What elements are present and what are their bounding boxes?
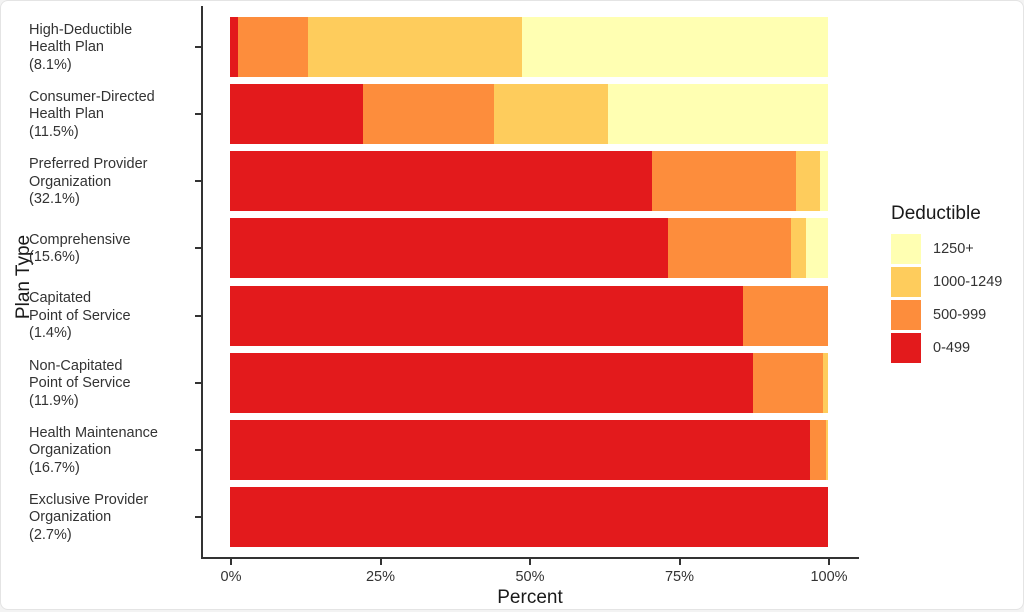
bar-segment-0-499 [230, 84, 364, 145]
x-tick-label: 50% [515, 569, 545, 585]
bar-segment-500-999 [667, 218, 791, 279]
y-tick [195, 247, 201, 250]
bar-segment-0-499 [230, 487, 828, 548]
bar-segment-500-999 [238, 17, 308, 77]
legend-label: 1000-1249 [933, 273, 1003, 290]
legend-swatch [891, 233, 921, 264]
y-tick [195, 113, 201, 116]
y-axis-line [201, 6, 203, 559]
stacked-bar [230, 419, 828, 480]
category-label: Consumer-Directed Health Plan (11.5%) [29, 88, 155, 140]
y-tick [195, 516, 201, 519]
stacked-bar [230, 487, 828, 548]
stacked-bar [230, 285, 828, 346]
bar-segment-500-999 [363, 84, 494, 145]
bar-segment-500-999 [651, 151, 797, 212]
bar-segment-1000-1249 [790, 218, 806, 279]
legend-title: Deductible [891, 203, 981, 224]
bar-segment-0-499 [230, 419, 811, 480]
category-label: Non-Capitated Point of Service (11.9%) [29, 357, 131, 409]
legend-label: 500-999 [933, 306, 987, 323]
legend-item-1250-plus: 1250+ [891, 232, 1002, 265]
legend-swatch [891, 332, 921, 363]
legend-swatch [891, 266, 921, 297]
category-label: Comprehensive (15.6%) [29, 231, 131, 266]
x-tick-label: 0% [220, 569, 242, 585]
x-axis-title: Percent [497, 587, 563, 608]
x-tick [230, 559, 232, 565]
y-tick [195, 46, 201, 48]
bar-segment-1000-1249 [307, 17, 522, 77]
bar-segment-1250+ [805, 218, 828, 279]
bar-segment-1000-1249 [796, 151, 821, 212]
x-tick [828, 559, 830, 565]
bar-segment-500-999 [752, 352, 824, 413]
stacked-bar [230, 17, 828, 77]
bar-segment-1250+ [521, 17, 828, 77]
stacked-bar [230, 84, 828, 145]
bar-segment-0-499 [230, 285, 744, 346]
legend: Deductible 1250+ 1000-1249 500-999 0-499 [891, 203, 1002, 364]
bar-segment-500-999 [810, 419, 827, 480]
category-label: Capitated Point of Service (1.4%) [29, 290, 131, 342]
y-tick [195, 448, 201, 451]
x-tick-label: 25% [365, 569, 396, 585]
x-tick [678, 559, 681, 565]
stacked-bar [230, 352, 828, 413]
legend-item-500-999: 500-999 [891, 298, 1002, 331]
y-tick [195, 381, 201, 384]
legend-item-0-499: 0-499 [891, 331, 1002, 364]
bar-segment-1000-1249 [823, 352, 828, 413]
legend-label: 0-499 [933, 339, 971, 356]
bar-segment-1000-1249 [826, 419, 828, 480]
y-tick [195, 180, 201, 183]
category-label: Preferred Provider Organization (32.1%) [29, 156, 148, 208]
bar-segment-1000-1249 [493, 84, 608, 145]
legend-item-1000-1249: 1000-1249 [891, 265, 1002, 298]
bar-segment-0-499 [230, 352, 753, 413]
y-tick [195, 314, 201, 317]
bar-segment-0-499 [230, 218, 668, 279]
bar-segment-1250+ [820, 151, 828, 212]
stacked-bar [230, 151, 828, 212]
x-tick-label: 75% [664, 569, 695, 585]
category-label: Health Maintenance Organization (16.7%) [29, 424, 158, 476]
x-tick [529, 559, 531, 565]
category-label: Exclusive Provider Organization (2.7%) [29, 491, 149, 543]
legend-swatch [891, 299, 921, 330]
category-label: High-Deductible Health Plan (8.1%) [29, 21, 133, 73]
x-tick-label: 100% [810, 569, 848, 585]
bar-segment-0-499 [230, 151, 652, 212]
x-tick [379, 559, 382, 565]
legend-label: 1250+ [933, 240, 974, 257]
bar-segment-500-999 [743, 285, 828, 346]
bar-segment-0-499 [230, 17, 239, 77]
stacked-bar [230, 218, 828, 279]
bar-segment-1250+ [607, 84, 828, 145]
x-axis-line [201, 557, 859, 559]
